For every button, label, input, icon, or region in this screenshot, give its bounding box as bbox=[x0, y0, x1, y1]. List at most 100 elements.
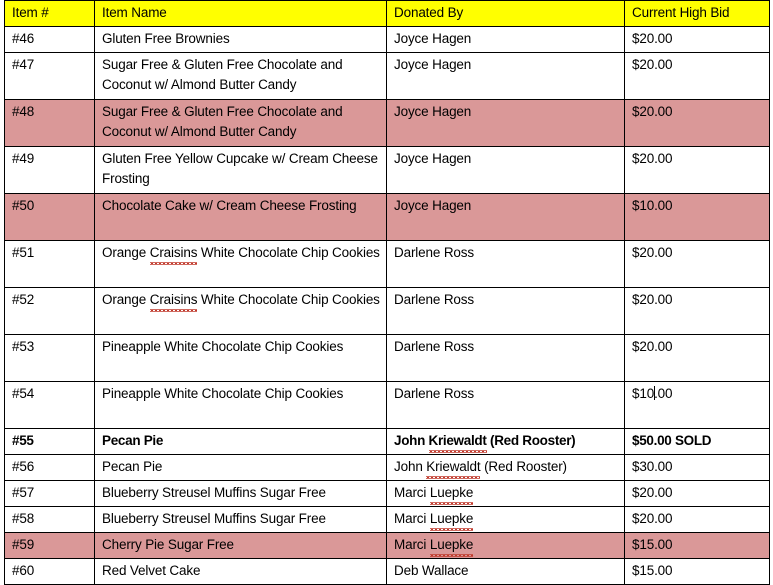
cell-item-number[interactable]: #46 bbox=[4, 25, 95, 53]
column-header-item-number[interactable]: Item # bbox=[4, 0, 95, 27]
text-cursor bbox=[653, 385, 655, 400]
cell-item-number[interactable]: #59 bbox=[4, 531, 95, 559]
cell-current-high-bid[interactable]: $20.00 bbox=[624, 51, 770, 100]
column-header-item-name[interactable]: Item Name bbox=[94, 0, 387, 27]
cell-current-high-bid[interactable]: $20.00 bbox=[624, 505, 770, 533]
cell-item-number[interactable]: #53 bbox=[4, 333, 95, 382]
cell-item-number[interactable]: #56 bbox=[4, 453, 95, 481]
bid-amount-text: $15.00 bbox=[632, 536, 673, 552]
column-header-donated-by[interactable]: Donated By bbox=[386, 0, 625, 27]
cell-donated-by[interactable]: Deb Wallace bbox=[386, 557, 625, 585]
cell-current-high-bid[interactable]: $20.00 bbox=[624, 333, 770, 382]
cell-donated-by[interactable]: Darlene Ross bbox=[386, 380, 625, 429]
table-row[interactable]: #51 Orange Craisins White Chocolate Chip … bbox=[4, 239, 770, 288]
column-header-current-high-bid[interactable]: Current High Bid bbox=[624, 0, 770, 27]
cell-item-name[interactable]: Pineapple White Chocolate Chip Cookies bbox=[94, 380, 387, 429]
cell-donated-by[interactable]: Marci Luepke bbox=[386, 479, 625, 507]
cell-item-number[interactable]: #54 bbox=[4, 380, 95, 429]
cell-current-high-bid[interactable]: $30.00 bbox=[624, 453, 770, 481]
cell-item-name[interactable]: Pecan Pie bbox=[94, 453, 387, 481]
cell-item-number[interactable]: #49 bbox=[4, 145, 95, 194]
table-row[interactable]: #58 Blueberry Streusel Muffins Sugar Free… bbox=[4, 505, 770, 533]
cell-item-number[interactable]: #47 bbox=[4, 51, 95, 100]
cell-item-name[interactable]: Gluten Free Yellow Cupcake w/ Cream Chee… bbox=[94, 145, 387, 194]
cell-item-name[interactable]: Cherry Pie Sugar Free bbox=[94, 531, 387, 559]
cell-donated-by[interactable]: Joyce Hagen bbox=[386, 51, 625, 100]
cell-item-number[interactable]: #60 bbox=[4, 557, 95, 585]
cell-donated-by[interactable]: Joyce Hagen bbox=[386, 192, 625, 241]
table-row[interactable]: #57 Blueberry Streusel Muffins Sugar Free… bbox=[4, 479, 770, 507]
cell-item-name[interactable]: Pecan Pie bbox=[94, 427, 387, 455]
header-row: Item # Item Name Donated By Current High… bbox=[4, 0, 770, 27]
cell-current-high-bid[interactable]: $20.00 bbox=[624, 98, 770, 147]
cell-item-number[interactable]: #48 bbox=[4, 98, 95, 147]
cell-item-name[interactable]: Sugar Free & Gluten Free Chocolate and C… bbox=[94, 98, 387, 147]
cell-item-number[interactable]: #52 bbox=[4, 286, 95, 335]
table-row[interactable]: #54 Pineapple White Chocolate Chip Cookie… bbox=[4, 380, 770, 429]
table-row[interactable]: #50 Chocolate Cake w/ Cream Cheese Frosti… bbox=[4, 192, 770, 241]
cell-current-high-bid[interactable]: $10.00 bbox=[624, 380, 770, 429]
cell-item-name[interactable]: Orange Craisins White Chocolate Chip Coo… bbox=[94, 286, 387, 335]
cell-item-number[interactable]: #57 bbox=[4, 479, 95, 507]
bid-amount-text: $30.00 bbox=[632, 458, 673, 474]
table-row[interactable]: #56 Pecan Pie John Kriewaldt (Red Rooster)… bbox=[4, 453, 770, 481]
cell-item-number[interactable]: #58 bbox=[4, 505, 95, 533]
spellcheck-underline: Kriewaldt bbox=[426, 457, 481, 479]
cell-current-high-bid[interactable]: $15.00 bbox=[624, 557, 770, 585]
cell-donated-by[interactable]: John Kriewaldt (Red Rooster) bbox=[386, 453, 625, 481]
table-row[interactable]: #48 Sugar Free & Gluten Free Chocolate an… bbox=[4, 98, 770, 147]
table-row[interactable]: #49 Gluten Free Yellow Cupcake w/ Cream C… bbox=[4, 145, 770, 194]
donor-name-text: Darlene Ross bbox=[394, 385, 474, 401]
bid-amount-text: $20.00 bbox=[632, 510, 673, 526]
cell-donated-by[interactable]: Joyce Hagen bbox=[386, 145, 625, 194]
bid-amount-text: $20.00 bbox=[632, 244, 673, 260]
cell-donated-by[interactable]: Marci Luepke bbox=[386, 531, 625, 559]
cell-item-name[interactable]: Gluten Free Brownies bbox=[94, 25, 387, 53]
cell-donated-by[interactable]: Joyce Hagen bbox=[386, 25, 625, 53]
cell-donated-by[interactable]: Marci Luepke bbox=[386, 505, 625, 533]
cell-item-name[interactable]: Sugar Free & Gluten Free Chocolate and C… bbox=[94, 51, 387, 100]
item-name-text: Gluten Free Yellow Cupcake w/ Cream Chee… bbox=[102, 150, 382, 186]
spellcheck-underline: Luepke bbox=[429, 509, 474, 531]
spellcheck-underline: Luepke bbox=[429, 535, 474, 557]
table-row[interactable]: #46 Gluten Free Brownies Joyce Hagen $20.00 bbox=[4, 25, 770, 53]
table-row[interactable]: #59 Cherry Pie Sugar Free Marci Luepke $15.… bbox=[4, 531, 770, 559]
cell-donated-by[interactable]: Darlene Ross bbox=[386, 239, 625, 288]
cell-current-high-bid[interactable]: $50.00 SOLD bbox=[624, 427, 770, 455]
cell-current-high-bid[interactable]: $20.00 bbox=[624, 25, 770, 53]
item-name-text: Pecan Pie bbox=[102, 432, 164, 448]
cell-donated-by[interactable]: Joyce Hagen bbox=[386, 98, 625, 147]
table-header: Item # Item Name Donated By Current High… bbox=[4, 0, 770, 27]
table-row[interactable]: #60 Red Velvet Cake Deb Wallace $15.00 bbox=[4, 557, 770, 585]
cell-item-name[interactable]: Red Velvet Cake bbox=[94, 557, 387, 585]
cell-item-name[interactable]: Blueberry Streusel Muffins Sugar Free bbox=[94, 479, 387, 507]
table-row[interactable]: #47 Sugar Free & Gluten Free Chocolate an… bbox=[4, 51, 770, 100]
cell-donated-by[interactable]: Darlene Ross bbox=[386, 333, 625, 382]
donor-name-text: Marci Luepke bbox=[394, 509, 474, 531]
spellcheck-underline: Kriewaldt bbox=[428, 431, 487, 453]
table-row[interactable]: #52 Orange Craisins White Chocolate Chip … bbox=[4, 286, 770, 335]
cell-item-name[interactable]: Chocolate Cake w/ Cream Cheese Frosting bbox=[94, 192, 387, 241]
bid-amount-text: $15.00 bbox=[632, 562, 673, 578]
cell-item-number[interactable]: #55 bbox=[4, 427, 95, 455]
cell-item-name[interactable]: Blueberry Streusel Muffins Sugar Free bbox=[94, 505, 387, 533]
table-row[interactable]: #55 Pecan Pie John Kriewaldt (Red Rooster)… bbox=[4, 427, 770, 455]
cell-current-high-bid[interactable]: $15.00 bbox=[624, 531, 770, 559]
table-row[interactable]: #53 Pineapple White Chocolate Chip Cookie… bbox=[4, 333, 770, 382]
cell-donated-by[interactable]: Darlene Ross bbox=[386, 286, 625, 335]
cell-item-name[interactable]: Orange Craisins White Chocolate Chip Coo… bbox=[94, 239, 387, 288]
cell-current-high-bid[interactable]: $20.00 bbox=[624, 239, 770, 288]
donor-name-text: Marci Luepke bbox=[394, 485, 474, 505]
cell-item-name[interactable]: Pineapple White Chocolate Chip Cookies bbox=[94, 333, 387, 382]
cell-current-high-bid[interactable]: $20.00 bbox=[624, 286, 770, 335]
cell-item-number[interactable]: #51 bbox=[4, 239, 95, 288]
cell-current-high-bid[interactable]: $20.00 bbox=[624, 145, 770, 194]
item-name-text: Orange Craisins White Chocolate Chip Coo… bbox=[102, 292, 380, 312]
cell-item-number[interactable]: #50 bbox=[4, 192, 95, 241]
cell-current-high-bid[interactable]: $20.00 bbox=[624, 479, 770, 507]
table-body: #46 Gluten Free Brownies Joyce Hagen $20.00… bbox=[4, 25, 770, 585]
donor-name-text: John Kriewaldt (Red Rooster) bbox=[394, 431, 576, 453]
cell-donated-by[interactable]: John Kriewaldt (Red Rooster) bbox=[386, 427, 625, 455]
cell-current-high-bid[interactable]: $10.00 bbox=[624, 192, 770, 241]
bid-amount-text: $20.00 bbox=[632, 56, 673, 72]
